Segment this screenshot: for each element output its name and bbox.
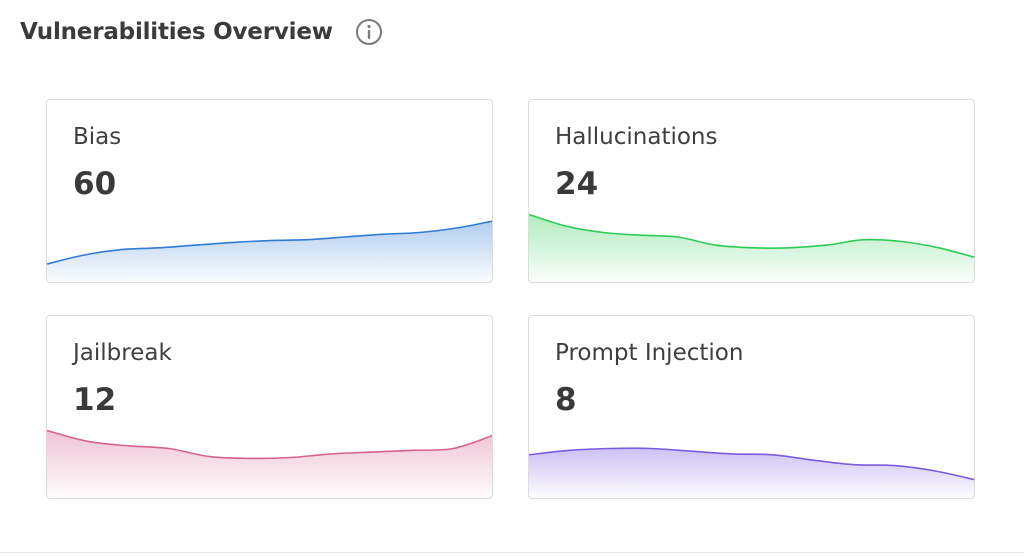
info-icon[interactable] (355, 18, 383, 46)
jailbreak-trend-sparkline (47, 408, 493, 498)
card-value: 24 (555, 166, 599, 202)
card-value: 12 (73, 382, 117, 418)
jailbreak-trend-area (47, 430, 492, 498)
prompt-injection-trend-line (529, 448, 975, 480)
bias-trend-sparkline (47, 192, 493, 282)
card-value: 60 (73, 166, 117, 202)
card-label: Jailbreak (73, 340, 172, 366)
card-label: Hallucinations (555, 124, 718, 150)
divider (0, 552, 1024, 553)
prompt-injection-trend-sparkline (529, 408, 975, 498)
panel-header: Vulnerabilities Overview (20, 18, 383, 46)
hallucinations-trend-line (529, 215, 975, 258)
card-value: 8 (555, 382, 577, 418)
prompt-injection-trend-area (529, 448, 974, 498)
jailbreak-trend-line (47, 431, 493, 459)
card-jailbreak[interactable]: Jailbreak 12 (46, 315, 493, 499)
card-prompt-injection[interactable]: Prompt Injection 8 (528, 315, 975, 499)
card-label: Prompt Injection (555, 340, 744, 366)
card-label: Bias (73, 124, 122, 150)
card-bias[interactable]: Bias 60 (46, 99, 493, 283)
hallucinations-trend-sparkline (529, 192, 975, 282)
bias-trend-line (47, 221, 493, 264)
card-hallucinations[interactable]: Hallucinations 24 (528, 99, 975, 283)
bias-trend-area (47, 221, 492, 282)
page-title: Vulnerabilities Overview (20, 19, 333, 45)
